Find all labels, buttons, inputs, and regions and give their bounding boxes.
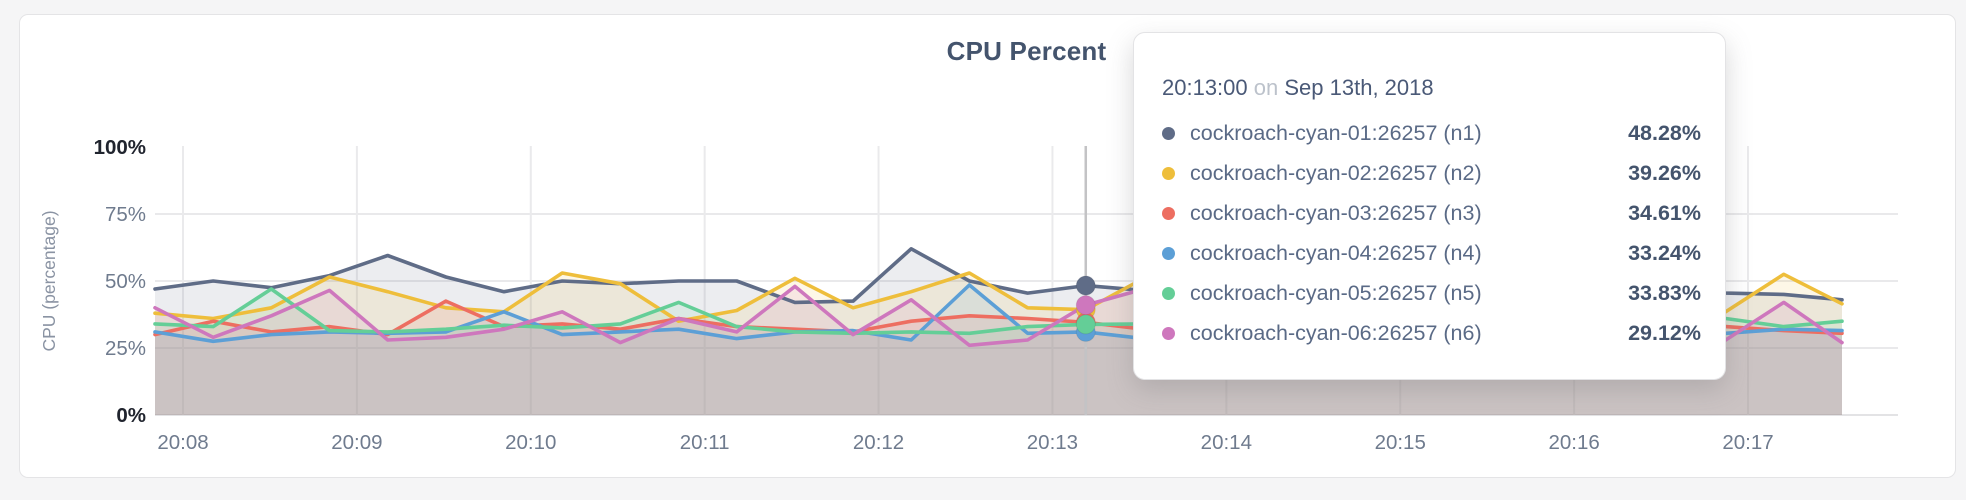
axis-labels: 0% 25% 50% 75% 100% 20:08 20:09 20:10 20:11 20:12… [39, 136, 1774, 454]
series-label: cockroach-cyan-06:26257 (n6) [1190, 320, 1482, 345]
series-area-n5 [155, 289, 1842, 415]
x-tick-label: 20:10 [505, 431, 556, 454]
hover-dot-n5 [1075, 314, 1096, 335]
series-dot-icon [1162, 246, 1175, 260]
tooltip-row: cockroach-cyan-05:26257 (n5) 33.83% [1162, 273, 1701, 313]
x-tick-label: 20:13 [1027, 431, 1078, 454]
tooltip-header: 20:13:00 on Sep 13th, 2018 [1162, 75, 1701, 101]
y-tick-label: 25% [105, 337, 146, 360]
tooltip-separator: on [1253, 75, 1279, 100]
series-label: cockroach-cyan-01:26257 (n1) [1190, 120, 1482, 145]
series-dot-icon [1162, 126, 1175, 140]
series-dot-icon [1162, 206, 1175, 220]
series-value: 33.24% [1628, 240, 1701, 265]
y-tick-label: 50% [105, 270, 146, 293]
series-label: cockroach-cyan-02:26257 (n2) [1190, 160, 1482, 185]
tooltip-row: cockroach-cyan-03:26257 (n3) 34.61% [1162, 193, 1701, 233]
tooltip-row: cockroach-cyan-04:26257 (n4) 33.24% [1162, 233, 1701, 273]
series-value: 48.28% [1628, 120, 1701, 145]
series-value: 39.26% [1628, 160, 1701, 185]
x-tick-label: 20:09 [331, 431, 382, 454]
x-tick-label: 20:11 [680, 431, 730, 454]
x-tick-label: 20:12 [853, 431, 904, 454]
series-dot-icon [1162, 166, 1175, 180]
x-tick-label: 20:16 [1548, 431, 1599, 454]
hover-dots [1075, 275, 1096, 342]
y-tick-label: 75% [105, 203, 146, 226]
series-value: 33.83% [1628, 280, 1701, 305]
hover-dot-n1 [1075, 275, 1096, 296]
y-tick-label: 0% [116, 404, 146, 427]
chart-title: CPU Percent [946, 36, 1107, 66]
series-value: 29.12% [1628, 320, 1701, 345]
tooltip-row: cockroach-cyan-02:26257 (n2) 39.26% [1162, 153, 1701, 193]
x-tick-label: 20:14 [1201, 431, 1252, 454]
x-tick-label: 20:08 [157, 431, 208, 454]
series-dot-icon [1162, 286, 1175, 300]
tooltip-date: Sep 13th, 2018 [1284, 75, 1434, 100]
hover-tooltip: 20:13:00 on Sep 13th, 2018 cockroach-cya… [1133, 32, 1726, 380]
tooltip-rows: cockroach-cyan-01:26257 (n1) 48.28% cockro… [1162, 113, 1701, 353]
series-area-n4 [155, 285, 1842, 415]
series-label: cockroach-cyan-03:26257 (n3) [1190, 200, 1482, 225]
series-area-n6 [155, 286, 1842, 415]
y-axis-title: CPU (percentage) [39, 210, 59, 351]
x-tick-label: 20:15 [1375, 431, 1426, 454]
series-value: 34.61% [1628, 200, 1701, 225]
series-label: cockroach-cyan-05:26257 (n5) [1190, 280, 1482, 305]
tooltip-row: cockroach-cyan-01:26257 (n1) 48.28% [1162, 113, 1701, 153]
tooltip-row: cockroach-cyan-06:26257 (n6) 29.12% [1162, 313, 1701, 353]
series-dot-icon [1162, 326, 1175, 340]
x-tick-label: 20:17 [1722, 431, 1773, 454]
hover-dot-n6 [1075, 295, 1096, 316]
series-label: cockroach-cyan-04:26257 (n4) [1190, 240, 1482, 265]
tooltip-time: 20:13:00 [1162, 75, 1248, 100]
y-tick-label: 100% [94, 136, 146, 159]
